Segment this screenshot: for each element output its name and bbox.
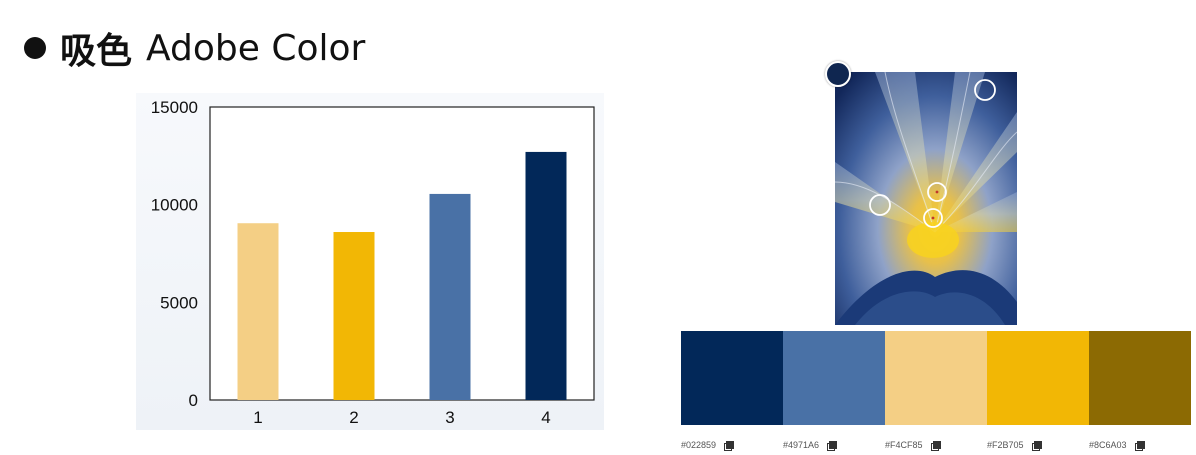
hex-code-row: #022859 #4971A6 #F4CF85 #F2B705 #8C6A03 [681, 440, 1191, 451]
hex-item: #F2B705 [987, 440, 1089, 451]
x-tick-label: 4 [541, 408, 550, 427]
sample-marker[interactable] [923, 208, 943, 228]
hex-code-label: #4971A6 [783, 440, 820, 450]
bar-chart-svg: 0 5000 10000 15000 1 2 3 4 [151, 98, 595, 427]
sample-marker[interactable] [974, 79, 996, 101]
color-palette [681, 331, 1191, 425]
y-tick-label: 10000 [151, 196, 198, 215]
color-swatch[interactable] [1089, 331, 1191, 425]
x-tick-label: 3 [445, 408, 454, 427]
color-swatch[interactable] [681, 331, 783, 425]
flower-image [835, 72, 1017, 325]
color-picker-image[interactable] [835, 72, 1017, 325]
bar [333, 232, 375, 400]
color-swatch[interactable] [885, 331, 987, 425]
y-tick-label: 5000 [160, 293, 198, 312]
hex-item: #022859 [681, 440, 783, 451]
bar-chart: 0 5000 10000 15000 1 2 3 4 [136, 93, 604, 430]
hex-code-label: #F4CF85 [885, 440, 923, 450]
x-tick-label: 1 [253, 408, 262, 427]
title-rest: Adobe Color [146, 27, 366, 69]
y-tick-label: 15000 [151, 98, 198, 117]
hex-code-label: #022859 [681, 440, 717, 450]
bullet-icon [24, 37, 46, 59]
bar [237, 223, 279, 400]
title-bold: 吸色 [60, 31, 133, 72]
hex-code-label: #F2B705 [987, 440, 1024, 450]
y-tick-label: 0 [189, 391, 198, 410]
sample-marker[interactable] [927, 182, 947, 202]
slide-title: 吸色 Adobe Color [24, 22, 365, 74]
hex-item: #F4CF85 [885, 440, 987, 451]
copy-icon[interactable] [1031, 440, 1042, 451]
bar [525, 151, 567, 400]
copy-icon[interactable] [1134, 440, 1145, 451]
color-swatch[interactable] [783, 331, 885, 425]
hex-code-label: #8C6A03 [1089, 440, 1127, 450]
color-swatch[interactable] [987, 331, 1089, 425]
copy-icon[interactable] [930, 440, 941, 451]
copy-icon[interactable] [724, 440, 735, 451]
picker-handle[interactable] [825, 61, 851, 87]
hex-item: #8C6A03 [1089, 440, 1191, 451]
copy-icon[interactable] [827, 440, 838, 451]
bar [429, 193, 471, 400]
hex-item: #4971A6 [783, 440, 885, 451]
sample-marker[interactable] [869, 194, 891, 216]
x-tick-label: 2 [349, 408, 358, 427]
